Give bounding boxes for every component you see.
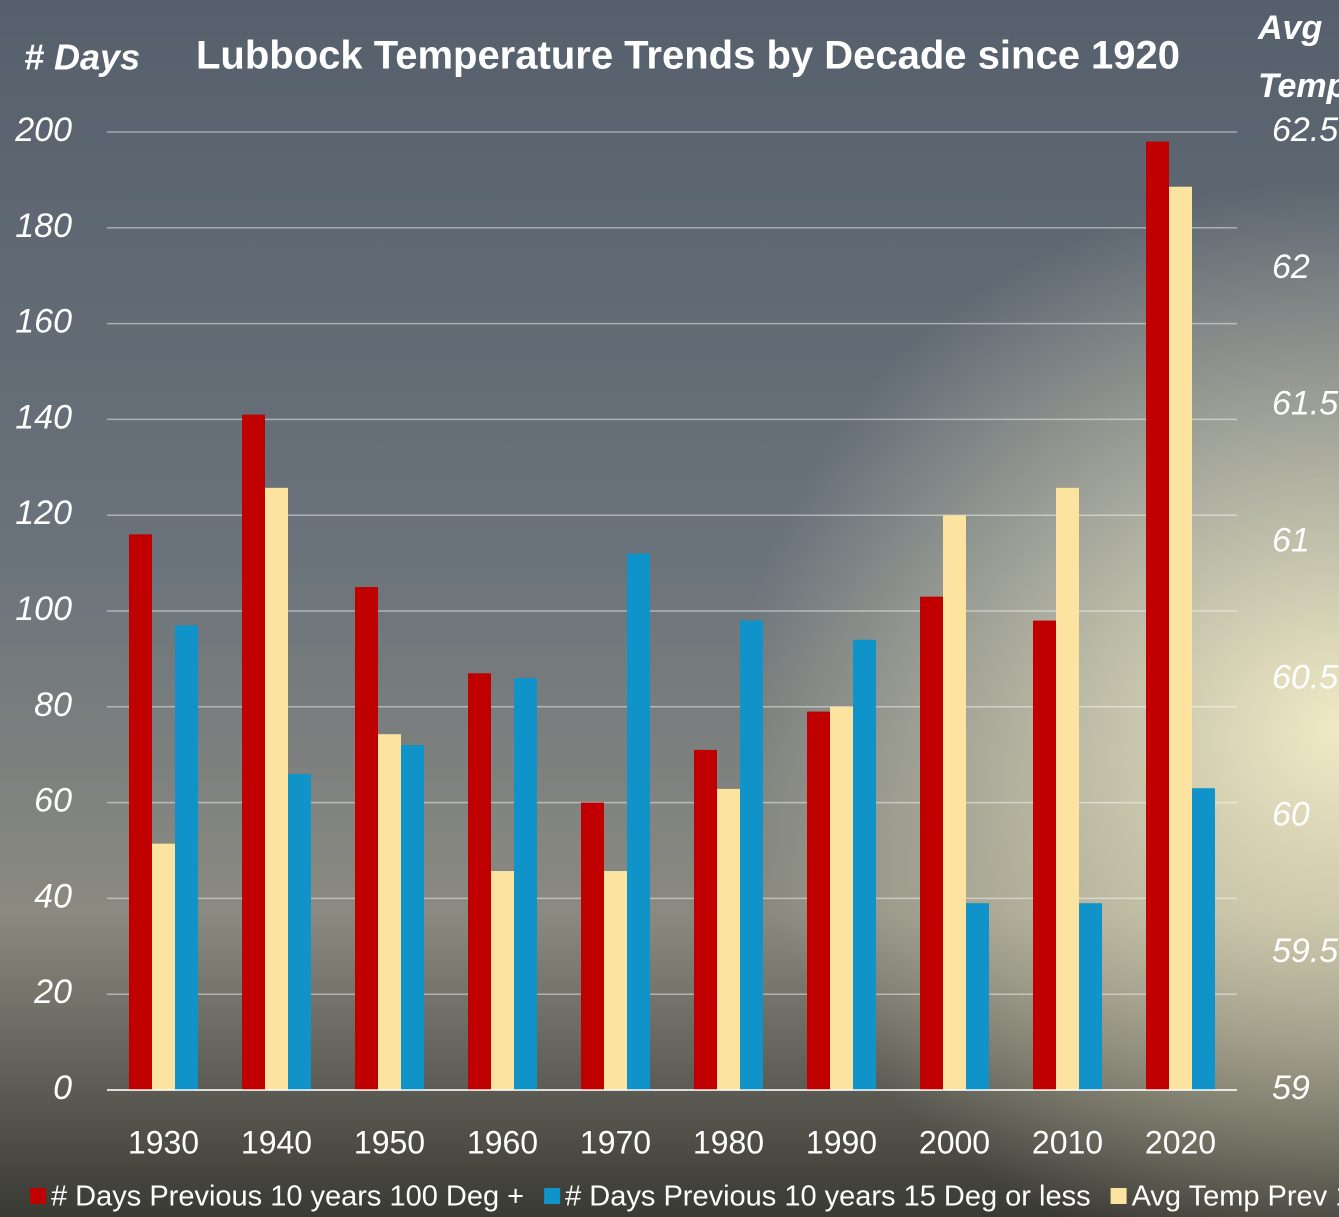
bar xyxy=(152,844,175,1090)
bar xyxy=(355,587,378,1090)
bar xyxy=(242,415,265,1090)
x-tick-label: 1950 xyxy=(354,1124,425,1160)
bar xyxy=(694,750,717,1090)
bar xyxy=(1169,187,1192,1090)
bar xyxy=(627,554,650,1090)
legend-swatch xyxy=(544,1188,560,1204)
y2-axis-title: Avg xyxy=(1257,9,1322,47)
y-tick-label: 0 xyxy=(53,1069,72,1107)
bar xyxy=(129,534,152,1090)
bar xyxy=(491,871,514,1090)
bar xyxy=(966,903,989,1090)
y-tick-label: 80 xyxy=(34,686,72,724)
x-tick-label: 2020 xyxy=(1145,1124,1216,1160)
bar xyxy=(717,789,740,1090)
bar xyxy=(581,803,604,1090)
bar xyxy=(1033,621,1056,1090)
y2-tick-label: 59 xyxy=(1272,1069,1310,1107)
legend-label: # Days Previous 10 years 100 Deg + xyxy=(51,1181,524,1213)
y2-tick-label: 60.5 xyxy=(1272,658,1338,696)
x-tick-label: 1980 xyxy=(693,1124,764,1160)
bar xyxy=(1146,142,1169,1090)
bar xyxy=(401,745,424,1090)
y-axis-title: # Days xyxy=(24,37,140,78)
y-tick-label: 180 xyxy=(15,207,72,245)
bar xyxy=(1056,488,1079,1090)
bar xyxy=(807,712,830,1090)
y2-tick-label: 60 xyxy=(1272,795,1310,833)
bar xyxy=(853,640,876,1090)
bar xyxy=(175,625,198,1090)
x-tick-label: 2000 xyxy=(919,1124,990,1160)
y-tick-label: 40 xyxy=(34,877,72,915)
x-tick-label: 1960 xyxy=(467,1124,538,1160)
y-tick-label: 140 xyxy=(15,398,72,436)
y2-tick-label: 61 xyxy=(1272,522,1310,560)
sun-glow xyxy=(0,0,1339,1217)
legend-label: # Days Previous 10 years 15 Deg or less xyxy=(565,1181,1090,1213)
legend-label: Avg Temp Prev 10 Years xyxy=(1132,1181,1339,1213)
y2-tick-label: 59.5 xyxy=(1272,932,1338,970)
bar xyxy=(1192,788,1215,1090)
y-tick-label: 60 xyxy=(34,782,72,820)
chart: Lubbock Temperature Trends by Decade sin… xyxy=(0,0,1339,1217)
y-tick-label: 100 xyxy=(15,590,72,628)
legend-swatch xyxy=(30,1188,46,1204)
bar xyxy=(740,621,763,1090)
bar xyxy=(468,673,491,1090)
x-tick-label: 2010 xyxy=(1032,1124,1103,1160)
y2-tick-label: 62.5 xyxy=(1272,111,1338,149)
bar xyxy=(1079,903,1102,1090)
x-tick-label: 1990 xyxy=(806,1124,877,1160)
y-tick-label: 160 xyxy=(15,303,72,341)
bar xyxy=(920,597,943,1090)
bar xyxy=(288,774,311,1090)
y-tick-label: 20 xyxy=(33,973,72,1011)
y2-tick-label: 61.5 xyxy=(1272,385,1338,423)
x-tick-label: 1940 xyxy=(241,1124,312,1160)
y-tick-label: 120 xyxy=(15,494,72,532)
y2-tick-label: 62 xyxy=(1272,248,1310,286)
bar xyxy=(604,871,627,1090)
bar xyxy=(943,515,966,1090)
chart-title: Lubbock Temperature Trends by Decade sin… xyxy=(196,34,1180,78)
legend-swatch xyxy=(1111,1188,1127,1204)
bar xyxy=(378,734,401,1090)
bar xyxy=(514,678,537,1090)
x-tick-label: 1930 xyxy=(128,1124,199,1160)
x-tick-label: 1970 xyxy=(580,1124,651,1160)
y2-axis-title: Temp xyxy=(1258,67,1339,105)
y-tick-label: 200 xyxy=(14,111,72,149)
bar xyxy=(265,488,288,1090)
bar xyxy=(830,707,853,1090)
